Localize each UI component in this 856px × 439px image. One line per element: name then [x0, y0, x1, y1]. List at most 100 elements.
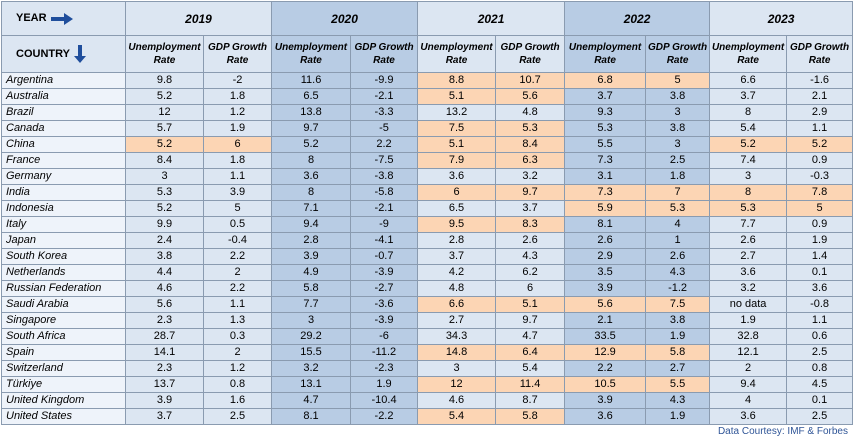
unemployment-cell: 2.9 [564, 248, 647, 265]
gdp-growth-cell: 0.8 [202, 376, 273, 393]
gdp-growth-cell: 5.6 [495, 88, 566, 105]
gdp-growth-cell: -0.4 [202, 232, 273, 249]
unemployment-cell: 5.3 [125, 184, 204, 201]
unemployment-cell: 34.3 [417, 328, 497, 345]
country-name: Saudi Arabia [1, 296, 126, 313]
gdp-growth-cell: 1.1 [202, 168, 273, 185]
unemployment-cell: 9.5 [417, 216, 497, 233]
unemployment-cell: 5.2 [709, 136, 788, 153]
gdp-growth-cell: 2 [202, 344, 273, 361]
gdp-growth-cell: 3.2 [495, 168, 566, 185]
gdp-growth-cell: -9 [350, 216, 419, 233]
gdp-growth-cell: 3.8 [645, 120, 711, 137]
unemployment-cell: 3.6 [271, 168, 352, 185]
country-label: COUNTRY [16, 47, 70, 60]
gdp-growth-cell: -5 [350, 120, 419, 137]
unemployment-cell: 14.8 [417, 344, 497, 361]
gdp-growth-cell: 2.5 [645, 152, 711, 169]
gdp-growth-cell: 0.5 [202, 216, 273, 233]
country-row: Spain 14.1 2 15.5 -11.2 14.8 6.4 12.9 5.8 12.1 2.5 [1, 344, 854, 361]
gdp-growth-cell: 2.2 [202, 248, 273, 265]
unemployment-cell: 4.8 [417, 280, 497, 297]
country-name: Türkiye [1, 376, 126, 393]
unemployment-cell: 5.2 [271, 136, 352, 153]
year-row: YEAR 2019 2020 2021 2022 2023 [1, 1, 854, 36]
gdp-growth-cell: 11.4 [495, 376, 566, 393]
gdp-growth-cell: 5 [202, 200, 273, 217]
gdp-growth-cell: -3.3 [350, 104, 419, 121]
unemployment-cell: 9.9 [125, 216, 204, 233]
gdp-growth-cell: 5.2 [786, 136, 854, 153]
unemployment-cell: 13.7 [125, 376, 204, 393]
gdp-growth-cell: 1.9 [645, 328, 711, 345]
country-row: Saudi Arabia 5.6 1.1 7.7 -3.6 6.6 5.1 5.6 7.5 no … [1, 296, 854, 313]
gdp-growth-cell: -0.7 [350, 248, 419, 265]
unemployment-cell: 8.4 [125, 152, 204, 169]
country-name: United States [1, 408, 126, 425]
metric-header: Unemployment Rate [271, 35, 352, 73]
unemployment-cell: 2.3 [125, 360, 204, 377]
unemployment-cell: 8.1 [564, 216, 647, 233]
country-row: France 8.4 1.8 8 -7.5 7.9 6.3 7.3 2.5 7.4 0.9 [1, 152, 854, 169]
country-name: South Korea [1, 248, 126, 265]
metric-header: GDP Growth Rate [645, 35, 711, 73]
table-body: Argentina 9.8 -2 11.6 -9.9 8.8 10.7 6.8 5 6.6 -1.6… [1, 72, 854, 425]
gdp-growth-cell: 6.3 [495, 152, 566, 169]
gdp-growth-cell: 2.2 [350, 136, 419, 153]
gdp-growth-cell: 5.8 [495, 408, 566, 425]
unemployment-cell: 5.7 [125, 120, 204, 137]
gdp-growth-cell: -3.9 [350, 264, 419, 281]
unemployment-cell: 5.1 [417, 88, 497, 105]
unemployment-cell: 5.6 [125, 296, 204, 313]
unemployment-cell: 32.8 [709, 328, 788, 345]
unemployment-cell: 3.6 [417, 168, 497, 185]
gdp-growth-cell: 0.1 [786, 264, 854, 281]
gdp-growth-cell: -11.2 [350, 344, 419, 361]
unemployment-cell: 3 [709, 168, 788, 185]
unemployment-cell: 3 [125, 168, 204, 185]
unemployment-cell: 8.8 [417, 72, 497, 89]
metric-header: Unemployment Rate [417, 35, 497, 73]
gdp-growth-cell: 2.5 [202, 408, 273, 425]
unemployment-cell: 12 [417, 376, 497, 393]
country-name: Russian Federation [1, 280, 126, 297]
unemployment-cell: 2.7 [709, 248, 788, 265]
unemployment-cell: 3.6 [709, 264, 788, 281]
unemployment-cell: 2.6 [709, 232, 788, 249]
table-head: YEAR 2019 2020 2021 2022 2023 COUNTRY Unempl… [1, 1, 854, 73]
country-name: Brazil [1, 104, 126, 121]
gdp-growth-cell: 10.7 [495, 72, 566, 89]
unemployment-cell: 3.8 [125, 248, 204, 265]
gdp-growth-cell: -2 [202, 72, 273, 89]
country-name: Italy [1, 216, 126, 233]
gdp-growth-cell: 0.1 [786, 392, 854, 409]
unemployment-cell: 10.5 [564, 376, 647, 393]
unemployment-cell: 3.9 [271, 248, 352, 265]
unemployment-cell: 7.4 [709, 152, 788, 169]
country-name: India [1, 184, 126, 201]
gdp-growth-cell: 6 [202, 136, 273, 153]
metric-header: GDP Growth Rate [350, 35, 419, 73]
metric-header: GDP Growth Rate [495, 35, 566, 73]
country-row: Switzerland 2.3 1.2 3.2 -2.3 3 5.4 2.2 2.7 2 0.8 [1, 360, 854, 377]
gdp-growth-cell: 3 [645, 136, 711, 153]
unemployment-cell: 12 [125, 104, 204, 121]
gdp-growth-cell: 6.4 [495, 344, 566, 361]
unemployment-cell: 4.7 [271, 392, 352, 409]
data-table: YEAR 2019 2020 2021 2022 2023 COUNTRY Unempl… [1, 1, 854, 425]
metric-header: GDP Growth Rate [786, 35, 854, 73]
unemployment-cell: 6.5 [417, 200, 497, 217]
gdp-growth-cell: 3.6 [786, 280, 854, 297]
unemployment-cell: 2.8 [417, 232, 497, 249]
unemployment-cell: 6.5 [271, 88, 352, 105]
unemployment-cell: 2.6 [564, 232, 647, 249]
unemployment-cell: 5.1 [417, 136, 497, 153]
unemployment-cell: 2.3 [125, 312, 204, 329]
unemployment-cell: 5.6 [564, 296, 647, 313]
gdp-growth-cell: 4.5 [786, 376, 854, 393]
country-row: Germany 3 1.1 3.6 -3.8 3.6 3.2 3.1 1.8 3 -0.3 [1, 168, 854, 185]
unemployment-cell: 6 [417, 184, 497, 201]
gdp-growth-cell: 2.1 [786, 88, 854, 105]
gdp-growth-cell: 0.9 [786, 152, 854, 169]
unemployment-cell: 5.4 [417, 408, 497, 425]
